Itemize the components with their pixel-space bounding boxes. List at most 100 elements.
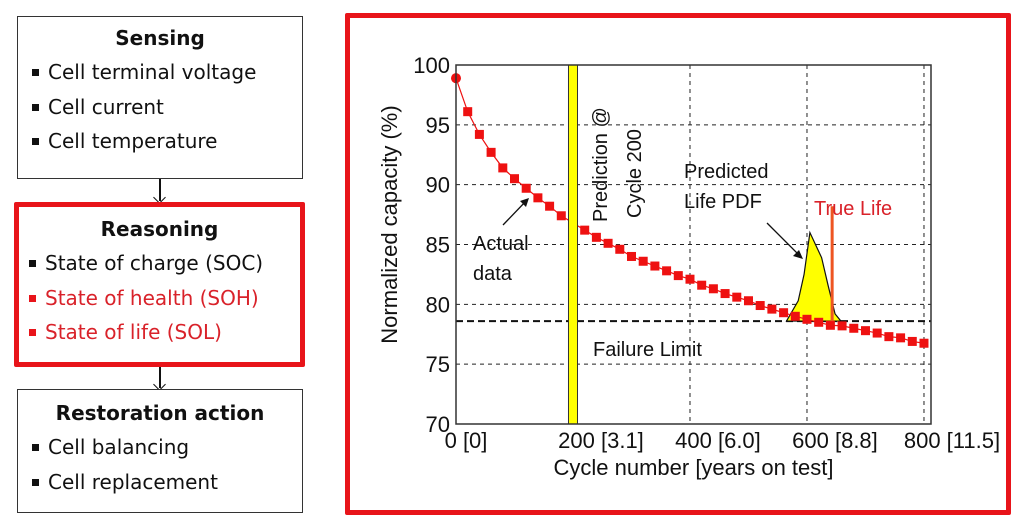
- data-point: [884, 332, 894, 342]
- annotation-layer: Failure Limit True Life Prediction @ Cycle …: [473, 107, 892, 361]
- bullet-icon: [29, 329, 36, 336]
- data-point: [486, 147, 496, 157]
- prediction-label-line1: Prediction @: [590, 107, 612, 222]
- data-point: [919, 338, 929, 348]
- y-axis-title: Normalized capacity (%): [377, 105, 402, 343]
- data-point: [907, 336, 917, 346]
- arrow-head-icon: [520, 198, 529, 207]
- data-point: [837, 321, 847, 331]
- actual-data-label-line2: data: [473, 263, 513, 285]
- y-tick-label: 80: [426, 292, 450, 317]
- pdf-arrow-icon: [766, 222, 801, 257]
- data-point: [545, 201, 555, 211]
- bullet-icon: [32, 69, 39, 76]
- x-tick-label: 800 [11.5]: [904, 428, 1000, 453]
- sensing-list: Cell terminal voltage Cell current Cell …: [18, 55, 302, 159]
- data-point: [767, 304, 777, 314]
- axis-layer: 70 75 80 85 90 95 100 0 [0] 200 [3.1] 400 [6.0] 60…: [377, 53, 1000, 480]
- prediction-label-line2: Cycle 200: [624, 129, 646, 218]
- bullet-icon: [32, 444, 39, 451]
- series-layer: [451, 64, 929, 425]
- x-axis-title: Cycle number [years on test]: [553, 455, 833, 480]
- data-point: [743, 296, 753, 306]
- data-point: [580, 225, 590, 235]
- data-point: [673, 271, 683, 281]
- data-point: [509, 174, 519, 184]
- reasoning-item-sol: State of life (SOL): [29, 315, 300, 350]
- bullet-icon: [32, 103, 39, 111]
- data-point: [720, 289, 730, 299]
- bullet-icon: [29, 260, 36, 267]
- grid-layer: [456, 65, 931, 424]
- data-point: [755, 301, 765, 311]
- predicted-life-pdf: [785, 230, 843, 322]
- y-tick-label: 90: [426, 173, 450, 198]
- data-point: [697, 280, 707, 290]
- data-point: [896, 333, 906, 343]
- reasoning-title: Reasoning: [100, 217, 219, 241]
- data-point: [708, 284, 718, 294]
- data-point: [779, 308, 789, 318]
- sensing-item: Cell current: [32, 90, 302, 125]
- data-point: [849, 323, 859, 333]
- y-tick-label: 100: [413, 53, 450, 78]
- prediction-band-overlay: [567, 64, 578, 425]
- data-point: [591, 232, 601, 242]
- arrow-down-icon: [152, 367, 166, 391]
- actual-data-label-line1: Actual: [473, 233, 529, 255]
- pdf-label-line1: Predicted: [684, 161, 769, 183]
- x-tick-label: 600 [8.8]: [792, 428, 878, 453]
- sensing-item: Cell terminal voltage: [32, 55, 302, 90]
- restoration-list: Cell balancing Cell replacement: [18, 430, 302, 499]
- data-point: [615, 244, 625, 254]
- data-point: [556, 211, 566, 221]
- sensing-box: Sensing Cell terminal voltage Cell curre…: [17, 16, 303, 179]
- restoration-box: Restoration action Cell balancing Cell r…: [17, 389, 303, 513]
- y-tick-label: 70: [426, 412, 450, 437]
- actual-data-arrow-icon: [502, 199, 528, 226]
- y-tick-label: 75: [426, 352, 450, 377]
- data-point: [685, 274, 695, 284]
- arrow-down-icon: [152, 179, 166, 204]
- data-point: [463, 107, 473, 117]
- data-point: [732, 292, 742, 302]
- data-point: [603, 238, 613, 248]
- data-point: [790, 311, 800, 321]
- reasoning-item-soh: State of health (SOH): [29, 281, 300, 316]
- bullet-icon: [32, 138, 39, 145]
- y-tick-label: 95: [426, 113, 450, 138]
- reasoning-list: State of charge (SOC) State of health (S…: [19, 246, 300, 350]
- pdf-layer: [785, 230, 843, 322]
- true-life-label: True Life: [814, 198, 892, 220]
- data-point: [872, 328, 882, 338]
- x-tick-label: 400 [6.0]: [675, 428, 761, 453]
- data-point: [814, 317, 824, 327]
- restoration-item: Cell replacement: [32, 465, 302, 500]
- data-point: [802, 314, 812, 324]
- pdf-label-line2: Life PDF: [684, 191, 762, 213]
- data-point: [521, 183, 531, 193]
- reasoning-box: Reasoning State of charge (SOC) State of…: [14, 202, 305, 367]
- data-point: [860, 326, 870, 336]
- restoration-item: Cell balancing: [32, 430, 302, 465]
- arrow-head-icon: [793, 250, 803, 259]
- data-point: [474, 129, 484, 139]
- restoration-title: Restoration action: [55, 401, 265, 425]
- data-point: [638, 256, 648, 266]
- sensing-item: Cell temperature: [32, 124, 302, 159]
- bullet-icon: [32, 478, 39, 486]
- bullet-icon: [29, 294, 36, 302]
- series-line: [455, 77, 925, 344]
- sensing-title: Sensing: [115, 26, 205, 50]
- data-point: [626, 251, 636, 261]
- data-point: [533, 193, 543, 203]
- data-point: [650, 261, 660, 271]
- chart-frame: [345, 13, 1011, 515]
- x-tick-label: 200 [3.1]: [558, 428, 644, 453]
- reasoning-item-soc: State of charge (SOC): [29, 246, 300, 281]
- x-tick-label: 0 [0]: [445, 428, 488, 453]
- plot-border: [455, 64, 932, 425]
- data-point: [498, 163, 508, 173]
- data-point: [825, 320, 835, 330]
